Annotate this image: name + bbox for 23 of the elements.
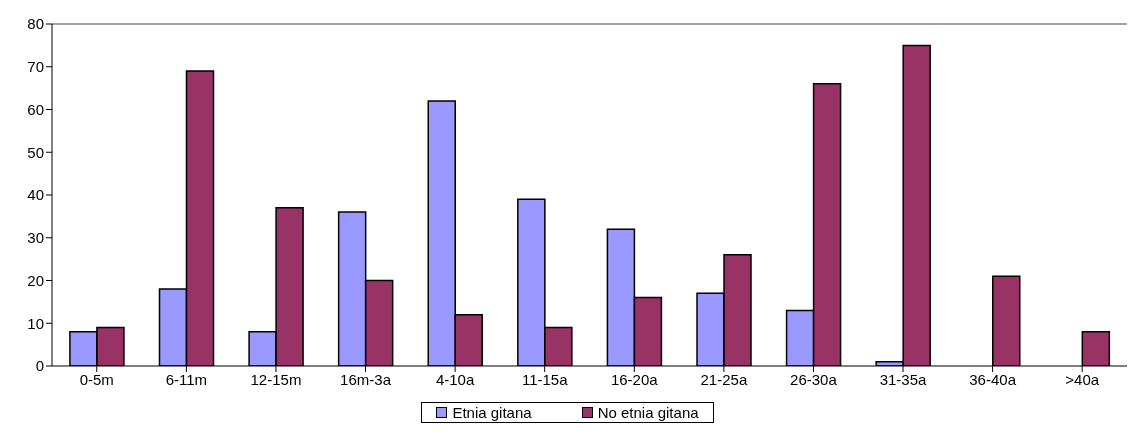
legend-label: Etnia gitana — [451, 404, 532, 421]
y-tick-label: 0 — [35, 357, 44, 375]
x-tick-label: 21-25a — [700, 370, 748, 388]
y-tick-label: 20 — [27, 271, 44, 289]
y-tick-label: 10 — [27, 314, 44, 332]
y-tick-label: 70 — [27, 58, 44, 76]
x-tick-label: 16m-3a — [340, 370, 392, 388]
x-tick-label: 6-11m — [165, 370, 208, 388]
x-tick-label: 26-30a — [790, 370, 838, 388]
x-tick-label: 12-15m — [250, 370, 302, 388]
x-tick-label: 11-15a — [521, 370, 569, 388]
y-tick-label: 40 — [27, 186, 44, 204]
x-tick-label: 31-35a — [879, 370, 928, 388]
y-tick-label: 50 — [27, 143, 44, 161]
y-tick-label: 60 — [27, 100, 44, 118]
y-tick-label: 30 — [27, 229, 44, 247]
legend-label: No etnia gitana — [596, 404, 699, 421]
x-tick-label: >40a — [1065, 370, 1100, 388]
x-tick-label: 0-5m — [79, 370, 114, 388]
y-tick-label: 80 — [27, 15, 44, 33]
x-tick-label: 36-40a — [969, 370, 1017, 388]
x-tick-label: 16-20a — [610, 370, 659, 388]
x-tick-label: 4-10a — [435, 370, 475, 388]
